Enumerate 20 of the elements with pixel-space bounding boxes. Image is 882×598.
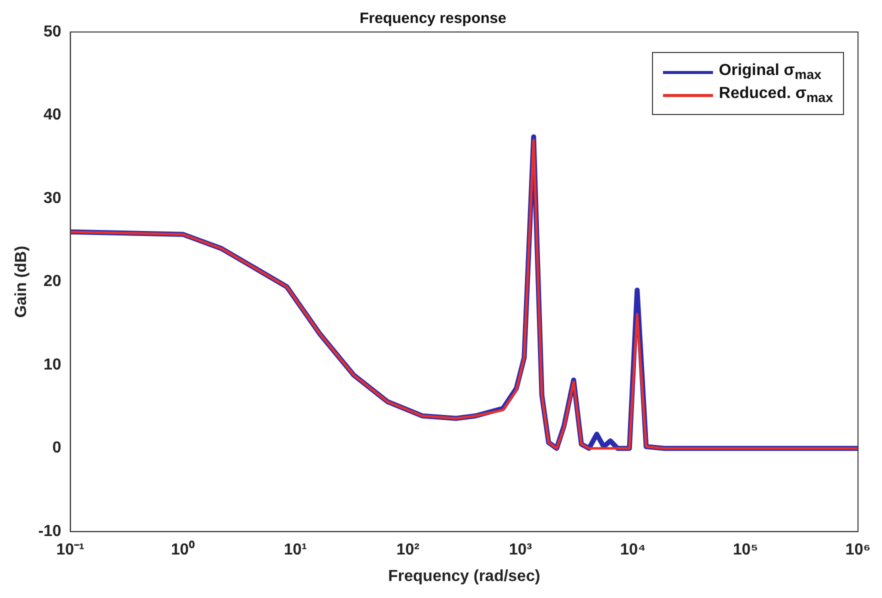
y-tick-label: 30 (44, 190, 62, 207)
y-tick-label: 0 (52, 440, 62, 457)
legend-label: Reduced. σ$_{max}$ (718, 85, 833, 106)
x-tick-label: 10¹ (284, 542, 307, 559)
y-tick-label: -10 (38, 523, 62, 540)
x-tick-label: 10⁵ (732, 542, 758, 559)
y-tick-label: 10 (44, 356, 62, 374)
y-tick-label: 40 (44, 106, 62, 124)
x-axis-title: Frequency (rad/sec) (388, 568, 540, 585)
y-axis-title: Gain (dB) (13, 246, 30, 318)
x-tick-label: 10³ (508, 542, 532, 559)
y-tick-label: 20 (44, 273, 62, 290)
x-tick-label: 10⁰ (170, 540, 195, 559)
legend-label: Original σ$_{max}$ (718, 62, 822, 82)
x-tick-label: 10⁴ (620, 542, 646, 559)
y-tick-label: 50 (44, 23, 62, 40)
chart-title: Frequency response (360, 10, 506, 28)
x-tick-label: 10⁶ (845, 542, 871, 559)
x-tick-label: 10² (396, 542, 420, 559)
x-tick-label: 10⁻¹ (56, 542, 84, 559)
